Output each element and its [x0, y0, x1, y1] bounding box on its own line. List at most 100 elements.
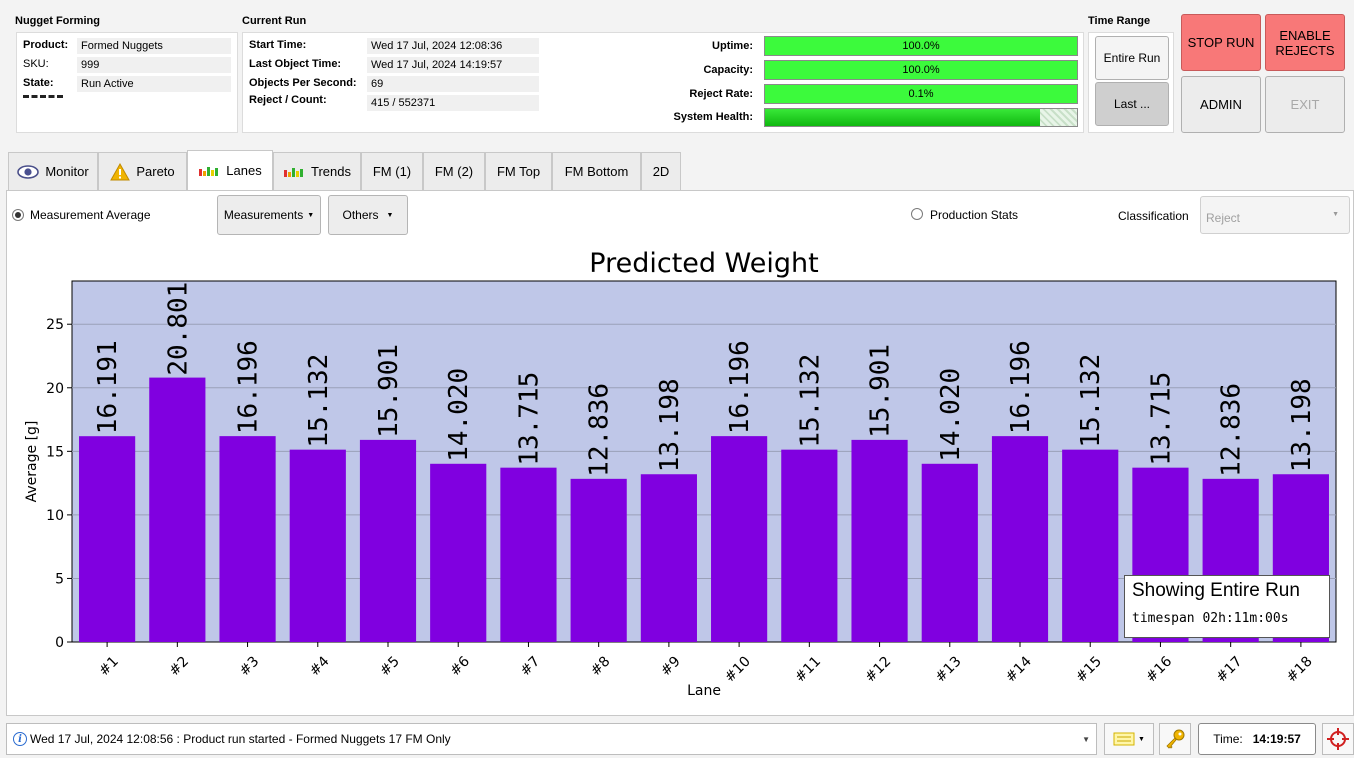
key-icon	[1166, 729, 1185, 749]
run-summary-overlay: Showing Entire Run timespan 02h:11m:00s	[1124, 575, 1330, 638]
dropdown-label: Measurements	[223, 208, 304, 222]
measurement-average-label: Measurement Average	[30, 208, 151, 222]
crosshair-icon	[1327, 728, 1349, 750]
chevron-down-icon: ▼	[307, 211, 315, 219]
status-message-bar[interactable]: i Wed 17 Jul, 2024 12:08:56 : Product ru…	[6, 723, 1097, 755]
x-tick-label: #4	[307, 653, 333, 679]
chevron-down-icon[interactable]: ▼	[1082, 734, 1090, 744]
tab-pareto[interactable]: Pareto	[98, 152, 187, 190]
x-tick-label: #14	[1003, 653, 1035, 685]
classification-value: Reject	[1206, 211, 1241, 225]
time-value: 14:19:57	[1252, 732, 1301, 746]
x-tick-label: #15	[1073, 654, 1105, 686]
sku-value: 999	[77, 57, 231, 73]
tab-label: FM (1)	[372, 164, 412, 179]
x-tick-label: #1	[96, 654, 122, 680]
uptime-label: Uptime:	[712, 40, 753, 52]
chart-title: Predicted Weight	[589, 248, 818, 279]
mini-chart-icon	[199, 166, 219, 176]
bar-value-label: 16.196	[1006, 340, 1036, 434]
bar	[570, 478, 627, 642]
y-tick-label: 5	[55, 571, 64, 587]
bar-value-label: 12.836	[585, 383, 615, 477]
entire-run-button[interactable]: Entire Run	[1095, 36, 1169, 80]
predicted-weight-chart: Predicted Weight 0 5 10 15 20 25 Average [g] Lan…	[24, 248, 1337, 699]
admin-button[interactable]: ADMIN	[1181, 76, 1261, 133]
measurement-average-radio[interactable]	[12, 209, 24, 221]
bar	[991, 436, 1049, 642]
notes-button[interactable]: ▼	[1104, 723, 1154, 755]
status-message: Wed 17 Jul, 2024 12:08:56 : Product run …	[30, 732, 451, 746]
bar	[711, 436, 768, 642]
tab-fm2[interactable]: FM (2)	[423, 152, 485, 190]
exit-button[interactable]: EXIT	[1265, 76, 1345, 133]
production-stats-radio[interactable]	[911, 208, 923, 220]
product-value: Formed Nuggets	[77, 38, 231, 54]
bar	[1062, 449, 1119, 642]
y-tick-label: 25	[46, 317, 64, 333]
bar-value-label: 13.198	[655, 378, 685, 472]
mini-chart-icon	[284, 167, 303, 177]
bar	[359, 439, 417, 642]
sku-label: SKU:	[23, 58, 49, 70]
time-range-title: Time Range	[1088, 15, 1151, 27]
bar-value-label: 20.801	[163, 282, 193, 376]
x-tick-label: #10	[722, 654, 754, 686]
stop-run-button[interactable]: STOP RUN	[1181, 14, 1261, 71]
bar	[921, 463, 978, 642]
tab-2d[interactable]: 2D	[641, 152, 681, 190]
overlay-title: Showing Entire Run	[1132, 580, 1300, 601]
classification-select[interactable]: Reject ▼	[1200, 196, 1350, 234]
reject-count-label: Reject / Count:	[249, 94, 327, 106]
x-axis-label: Lane	[687, 683, 721, 699]
overlay-timespan: timespan 02h:11m:00s	[1132, 611, 1289, 626]
bar-value-label: 15.901	[866, 344, 896, 438]
tab-label: FM (2)	[434, 164, 474, 179]
tab-fm-top[interactable]: FM Top	[485, 152, 552, 190]
eye-icon	[17, 164, 40, 179]
bar-value-label: 15.132	[304, 354, 334, 448]
others-dropdown[interactable]: Others ▼	[328, 195, 408, 235]
nugget-section-title: Nugget Forming	[15, 15, 100, 27]
start-time-value: Wed 17 Jul, 2024 12:08:36	[367, 38, 539, 54]
tab-trends[interactable]: Trends	[273, 152, 361, 190]
product-label: Product:	[23, 39, 69, 51]
measurements-dropdown[interactable]: Measurements ▼	[217, 195, 321, 235]
system-health-label: System Health:	[673, 111, 753, 123]
enable-rejects-button[interactable]: ENABLE REJECTS	[1265, 14, 1345, 71]
tab-fm-bottom[interactable]: FM Bottom	[552, 152, 641, 190]
info-icon: i	[13, 732, 27, 746]
note-icon	[1113, 732, 1135, 746]
bar	[500, 467, 557, 642]
nugget-info-panel: Product: Formed Nuggets SKU: 999 State: …	[16, 32, 238, 133]
bar-value-label: 13.715	[1146, 372, 1176, 466]
tab-label: Monitor	[45, 164, 89, 179]
warning-icon	[110, 162, 131, 180]
tab-fm1[interactable]: FM (1)	[361, 152, 423, 190]
last-range-button[interactable]: Last ...	[1095, 82, 1169, 126]
x-tick-label: #11	[792, 654, 824, 686]
bar	[781, 449, 838, 642]
state-indicator	[23, 95, 63, 98]
x-tick-label: #18	[1284, 654, 1316, 686]
tab-monitor[interactable]: Monitor	[8, 152, 98, 190]
target-button[interactable]	[1322, 723, 1354, 755]
reject-rate-label: Reject Rate:	[689, 88, 753, 100]
system-health-bar	[764, 108, 1078, 127]
bar-value-label: 15.132	[1076, 354, 1106, 448]
x-tick-label: #8	[588, 654, 614, 680]
bar	[79, 436, 136, 642]
tab-lanes[interactable]: Lanes	[187, 150, 273, 190]
y-tick-label: 0	[55, 635, 64, 651]
chevron-down-icon: ▼	[1332, 211, 1339, 218]
x-tick-label: #16	[1143, 653, 1175, 685]
bar	[430, 463, 487, 642]
bar	[851, 439, 908, 642]
key-button[interactable]	[1159, 723, 1191, 755]
reject-rate-gauge: 0.1%	[764, 84, 1078, 104]
tab-label: FM Top	[496, 164, 541, 179]
y-tick-label: 20	[46, 381, 64, 397]
tab-label: Lanes	[226, 163, 262, 178]
current-run-title: Current Run	[242, 15, 307, 27]
classification-label: Classification	[1118, 209, 1189, 223]
